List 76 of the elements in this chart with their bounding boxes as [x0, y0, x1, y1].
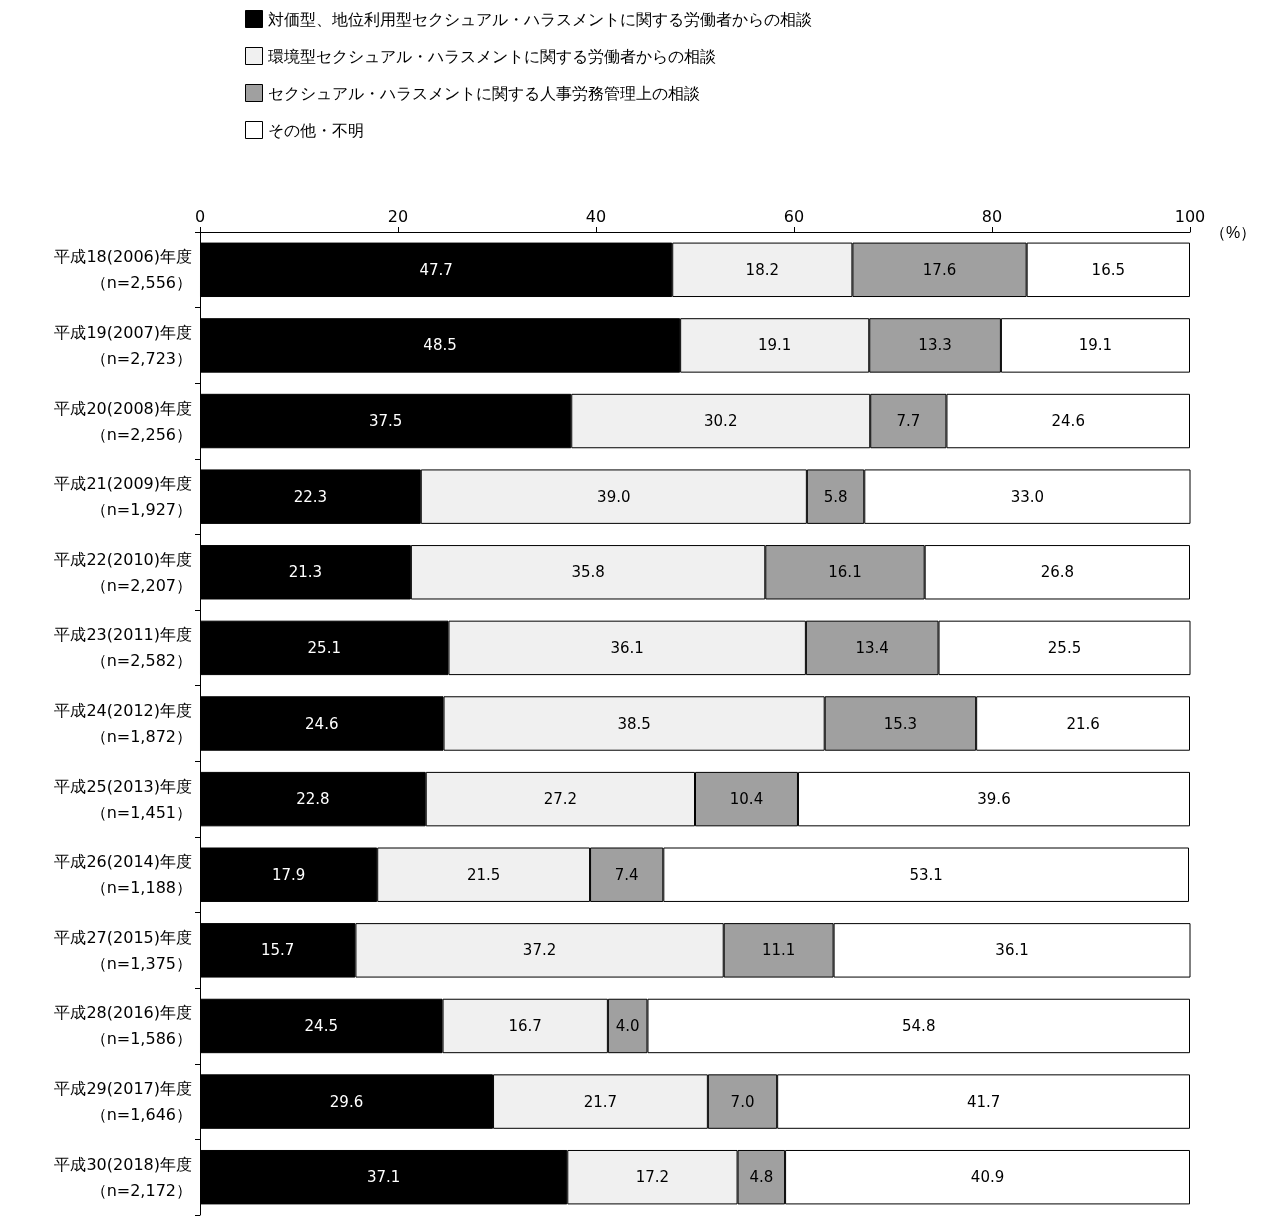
data-label: 37.2 — [522, 941, 557, 960]
data-label: 16.7 — [508, 1016, 542, 1035]
legend-label: 環境型セクシュアル・ハラスメントに関する労働者からの相談 — [267, 46, 716, 66]
x-tick-label: 0 — [194, 206, 206, 226]
data-label: 19.1 — [1078, 336, 1113, 355]
data-label: 10.4 — [729, 790, 764, 809]
data-label: 38.5 — [617, 714, 651, 733]
y-tick-label: 平成24(2012)年度（n=1,872） — [54, 701, 192, 746]
data-label: 33.0 — [1010, 487, 1045, 506]
data-label: 29.6 — [329, 1092, 364, 1111]
data-label: 15.3 — [883, 714, 918, 733]
x-tick-label: 60 — [783, 206, 805, 226]
x-tick-label: 80 — [981, 206, 1003, 226]
data-label: 17.6 — [922, 260, 957, 279]
data-label: 19.1 — [757, 336, 792, 355]
data-label: 15.7 — [261, 941, 295, 960]
data-label: 26.8 — [1040, 563, 1075, 582]
data-label: 21.7 — [583, 1092, 618, 1111]
data-label: 53.1 — [909, 865, 943, 884]
data-label: 4.0 — [615, 1016, 640, 1035]
data-label: 37.5 — [368, 412, 403, 431]
y-tick-label: 平成25(2013)年度（n=1,451） — [54, 776, 192, 822]
data-label: 7.4 — [614, 865, 639, 884]
legend-label: 対価型、地位利用型セクシュアル・ハラスメントに関する労働者からの相談 — [267, 9, 812, 29]
data-label: 7.7 — [896, 412, 921, 431]
data-label: 18.2 — [745, 260, 780, 279]
y-tick-label: 平成21(2009)年度（n=1,927） — [54, 474, 192, 520]
data-label: 30.2 — [704, 412, 738, 431]
y-tick-label: 平成27(2015)年度（n=1,375） — [54, 927, 192, 973]
data-label: 25.5 — [1047, 638, 1082, 657]
x-tick-label: 40 — [585, 206, 607, 226]
y-tick-label: 平成18(2006)年度（n=2,556） — [54, 247, 192, 293]
data-label: 13.3 — [918, 336, 952, 355]
data-label: 11.1 — [761, 941, 796, 960]
data-label: 48.5 — [423, 336, 457, 355]
x-axis-title: （%） — [1210, 223, 1257, 241]
data-label: 17.9 — [271, 865, 306, 884]
y-tick-label: 平成19(2007)年度（n=2,723） — [54, 322, 192, 368]
data-label: 4.8 — [749, 1168, 774, 1187]
y-tick-label: 平成29(2017)年度（n=1,646） — [54, 1079, 192, 1125]
data-label: 5.8 — [823, 487, 848, 506]
data-label: 54.8 — [902, 1016, 936, 1035]
x-tick-label: 100 — [1174, 206, 1206, 226]
y-tick-label: 平成22(2010)年度（n=2,207） — [54, 549, 192, 595]
data-label: 13.4 — [855, 638, 889, 657]
data-label: 47.7 — [419, 260, 453, 279]
data-label: 24.6 — [1051, 412, 1085, 431]
legend-label: セクシュアル・ハラスメントに関する人事労務管理上の相談 — [267, 83, 700, 103]
data-label: 17.2 — [635, 1168, 670, 1187]
data-label: 40.9 — [970, 1168, 1005, 1187]
y-tick-label: 平成26(2014)年度（n=1,188） — [54, 852, 192, 898]
data-label: 36.1 — [995, 941, 1029, 960]
data-label: 21.5 — [466, 865, 501, 884]
data-label: 24.5 — [304, 1016, 338, 1035]
data-label: 36.1 — [610, 638, 644, 657]
data-label: 25.1 — [307, 638, 341, 657]
data-label: 37.1 — [366, 1168, 401, 1187]
y-tick-label: 平成20(2008)年度（n=2,256） — [54, 398, 192, 444]
data-label: 22.3 — [293, 487, 328, 506]
y-tick-label: 平成23(2011)年度（n=2,582） — [54, 625, 192, 671]
data-label: 24.6 — [305, 714, 339, 733]
data-label: 39.6 — [977, 790, 1011, 809]
x-tick-label: 20 — [387, 206, 409, 226]
y-tick-label: 平成30(2018)年度（n=2,172） — [54, 1154, 192, 1200]
data-label: 39.0 — [597, 487, 631, 506]
data-label: 41.7 — [966, 1092, 1001, 1111]
data-label: 7.0 — [730, 1092, 755, 1111]
data-label: 16.5 — [1091, 260, 1126, 279]
data-label: 27.2 — [543, 790, 578, 809]
data-label: 21.3 — [288, 563, 323, 582]
y-tick-label: 平成28(2016)年度（n=1,586） — [54, 1003, 192, 1049]
legend-label: その他・不明 — [267, 120, 364, 140]
data-label: 22.8 — [296, 790, 330, 809]
data-label: 16.1 — [828, 563, 862, 582]
data-label: 21.6 — [1066, 714, 1100, 733]
data-label: 35.8 — [571, 563, 605, 582]
